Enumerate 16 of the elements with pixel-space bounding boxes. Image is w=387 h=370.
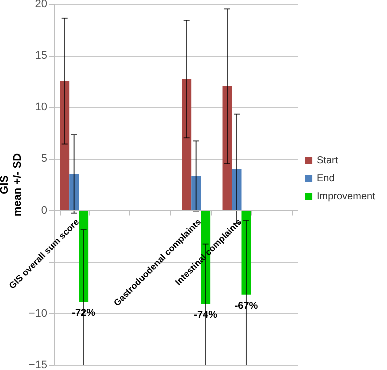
y-tick-label: 0: [41, 204, 48, 217]
legend-label: Start: [317, 156, 338, 167]
y-tick-label: −10: [28, 308, 48, 320]
y-axis-title: GIS mean +/- SD: [0, 153, 24, 217]
y-tick-label: −15: [28, 360, 48, 370]
legend-label: End: [317, 174, 335, 185]
bar: [60, 81, 70, 210]
bar: [242, 210, 252, 295]
y-tick-label: 5: [41, 153, 48, 166]
y-tick-label: 20: [35, 0, 48, 10]
y-tick-label: 10: [35, 102, 48, 114]
y-tick-label: 15: [35, 50, 48, 62]
bar: [182, 79, 192, 210]
legend-label: Improvement: [317, 192, 376, 203]
bar: [222, 86, 232, 210]
bar: [79, 210, 89, 302]
